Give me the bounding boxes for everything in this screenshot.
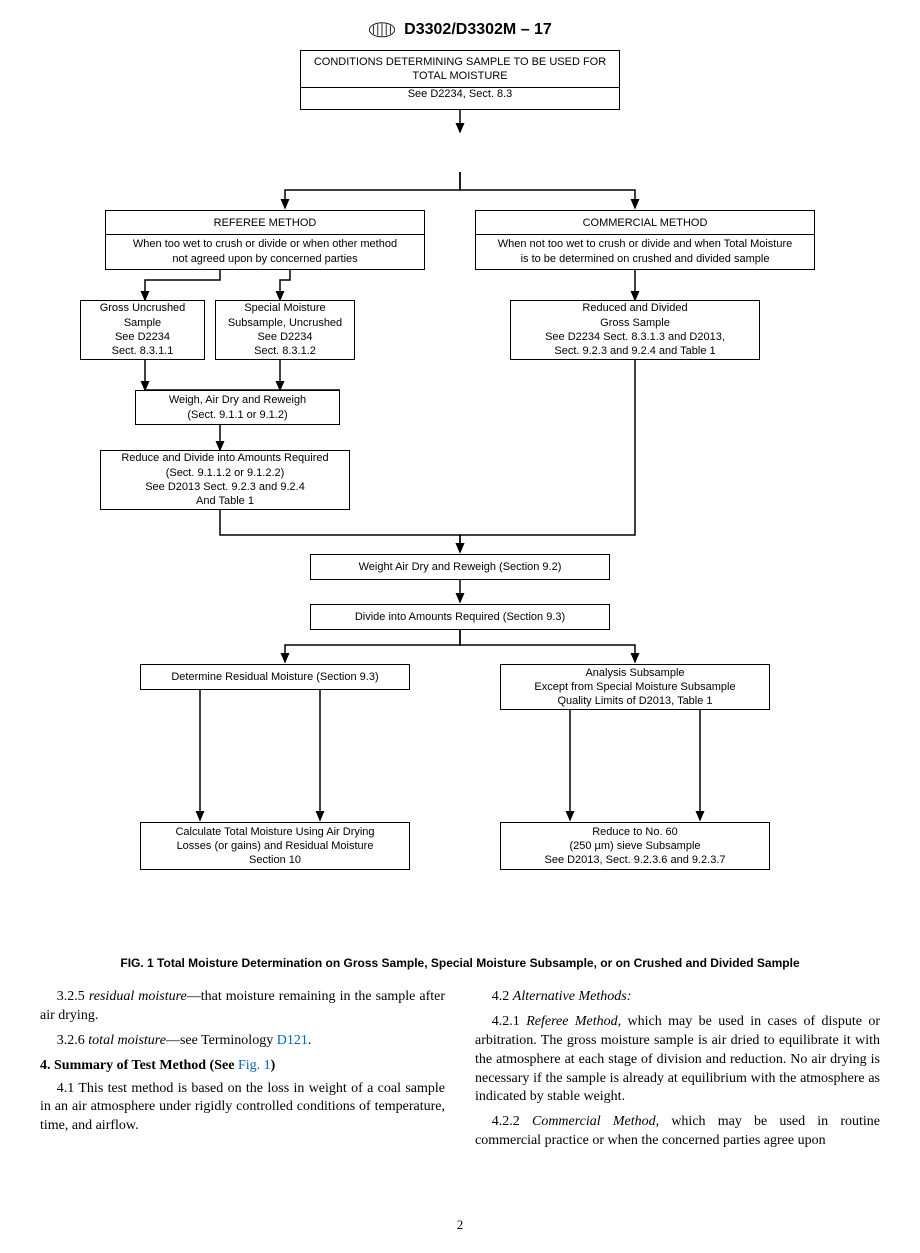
text: Special Moisture [222,301,348,315]
text: . [308,1033,312,1048]
text: See D2234 Sect. 8.3.1.3 and D2013, [517,330,753,344]
text: Sect. 9.2.3 and 9.2.4 and Table 1 [517,344,753,358]
text: See D2234 [87,330,198,344]
text: Sect. 8.3.1.2 [222,344,348,358]
node-weigh-air-dry: Weigh, Air Dry and Reweigh (Sect. 9.1.1 … [135,390,340,425]
fig-link[interactable]: Fig. 1 [238,1058,271,1073]
text: When too wet to crush or divide or when … [112,237,418,251]
text: Divide into Amounts Required (Section 9.… [317,610,603,624]
text: Reduced and Divided [517,301,753,315]
text: Sample [87,316,198,330]
sec-num: 3.2.6 [57,1033,89,1048]
node-reduce-divide: Reduce and Divide into Amounts Required … [100,450,350,510]
node-conditions: CONDITIONS DETERMINING SAMPLE TO BE USED… [300,50,620,88]
text: Reduce and Divide into Amounts Required [107,451,343,465]
text: Analysis Subsample [507,666,763,680]
text: (Sect. 9.1.1.2 or 9.1.2.2) [107,466,343,480]
text: And Table 1 [107,494,343,508]
text: Section 10 [147,853,403,867]
flowchart: SAMPLE FOR TOTAL MOISTURE DETERMINATION … [60,50,860,950]
node-calculate-total: Calculate Total Moisture Using Air Dryin… [140,822,410,870]
text: Sect. 8.3.1.1 [87,344,198,358]
text: not agreed upon by concerned parties [112,252,418,266]
text: REFEREE METHOD [106,212,424,235]
text: (Sect. 9.1.1 or 9.1.2) [142,408,333,422]
text: is to be determined on crushed and divid… [482,252,808,266]
page-number: 2 [40,1217,880,1233]
node-reduced-divided: Reduced and Divided Gross Sample See D22… [510,300,760,360]
node-referee: REFEREE METHOD When too wet to crush or … [105,210,425,270]
node-divide-amounts: Divide into Amounts Required (Section 9.… [310,604,610,630]
standard-number: D3302/D3302M – 17 [404,21,552,39]
text: Gross Sample [517,316,753,330]
node-weight-air-dry: Weight Air Dry and Reweigh (Section 9.2) [310,554,610,580]
left-column: 3.2.5 residual moisture—that moisture re… [40,988,445,1157]
text: See D2013 Sect. 9.2.3 and 9.2.4 [107,480,343,494]
figure-caption: FIG. 1 Total Moisture Determination on G… [40,956,880,970]
term: Commercial Method, [532,1114,659,1129]
ref-link[interactable]: D121 [277,1033,308,1048]
node-gross-uncrushed: Gross Uncrushed Sample See D2234 Sect. 8… [80,300,205,360]
sec-num: 4.2.2 [492,1114,532,1129]
text: Determine Residual Moisture (Section 9.3… [147,670,403,684]
text: —see Terminology [166,1033,277,1048]
astm-logo [368,20,396,40]
para-3-2-6: 3.2.6 total moisture—see Terminology D12… [40,1032,445,1051]
term: Alternative Methods: [513,989,632,1004]
sec-num: 3.2.5 [57,989,89,1004]
text: Except from Special Moisture Subsample [507,680,763,694]
text: ) [271,1058,276,1073]
text: Quality Limits of D2013, Table 1 [507,694,763,708]
sec-num: 4.2 [492,989,513,1004]
text: Subsample, Uncrushed [222,316,348,330]
node-special-moisture: Special Moisture Subsample, Uncrushed Se… [215,300,355,360]
text: Losses (or gains) and Residual Moisture [147,839,403,853]
term: Referee Method, [526,1014,621,1029]
term: residual moisture [89,989,187,1004]
node-commercial: COMMERCIAL METHOD When not too wet to cr… [475,210,815,270]
text: 4. Summary of Test Method (See [40,1058,238,1073]
text: Gross Uncrushed [87,301,198,315]
node-reduce-60: Reduce to No. 60 (250 µm) sieve Subsampl… [500,822,770,870]
text: See D2234 [222,330,348,344]
body-text: 3.2.5 residual moisture—that moisture re… [40,988,880,1157]
text: CONDITIONS DETERMINING SAMPLE TO BE USED… [307,55,613,69]
para-4-2-2: 4.2.2 Commercial Method, which may be us… [475,1113,880,1151]
page-header: D3302/D3302M – 17 [40,20,880,40]
node-determine-residual: Determine Residual Moisture (Section 9.3… [140,664,410,690]
text: Calculate Total Moisture Using Air Dryin… [147,825,403,839]
text: Reduce to No. 60 [507,825,763,839]
para-4-2: 4.2 Alternative Methods: [475,988,880,1007]
text: Weigh, Air Dry and Reweigh [142,393,333,407]
para-4-2-1: 4.2.1 Referee Method, which may be used … [475,1013,880,1107]
right-column: 4.2 Alternative Methods: 4.2.1 Referee M… [475,988,880,1157]
term: total moisture [88,1033,166,1048]
text: Weight Air Dry and Reweigh (Section 9.2) [317,560,603,574]
text: See D2013, Sect. 9.2.3.6 and 9.2.3.7 [507,853,763,867]
sec-num: 4.2.1 [492,1014,526,1029]
text: (250 µm) sieve Subsample [507,839,763,853]
node-analysis-subsample: Analysis Subsample Except from Special M… [500,664,770,710]
para-4-1: 4.1 This test method is based on the los… [40,1080,445,1137]
text: See D2234, Sect. 8.3 [307,87,613,101]
text: When not too wet to crush or divide and … [482,237,808,251]
heading-4: 4. Summary of Test Method (See Fig. 1) [40,1057,445,1076]
text: TOTAL MOISTURE [307,69,613,83]
text: COMMERCIAL METHOD [476,212,814,235]
para-3-2-5: 3.2.5 residual moisture—that moisture re… [40,988,445,1026]
